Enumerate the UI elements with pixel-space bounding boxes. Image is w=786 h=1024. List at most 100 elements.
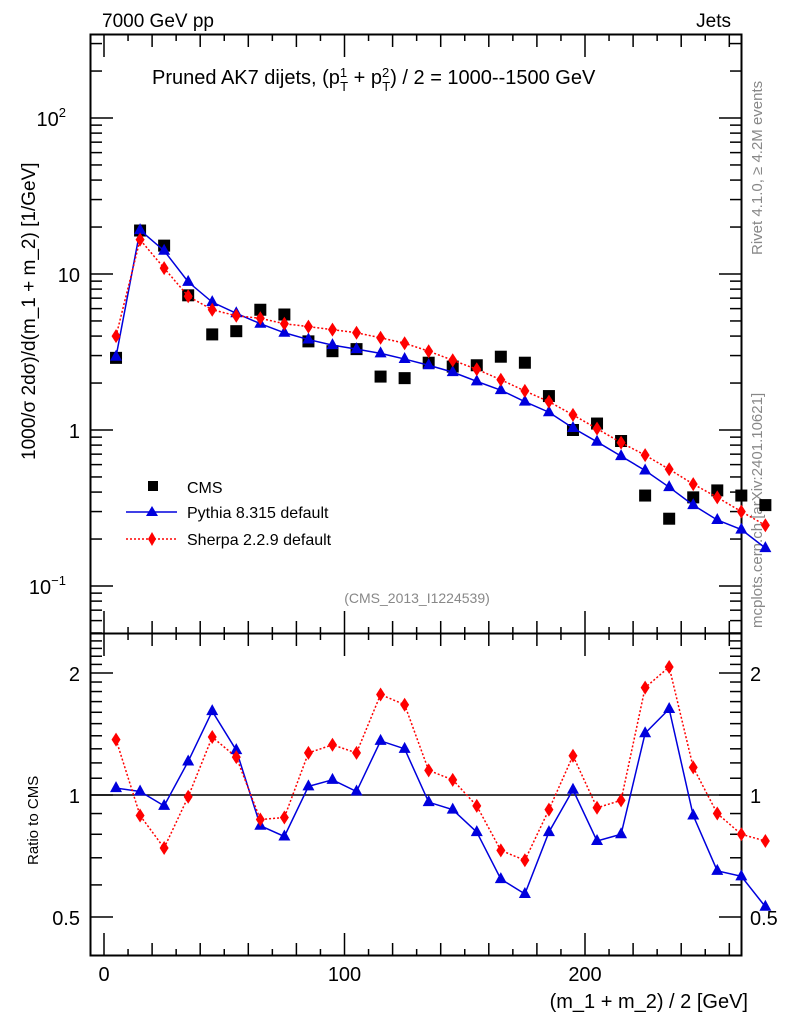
data-point-pythia [711, 863, 724, 875]
data-point-cms [374, 370, 387, 383]
data-point-sherpa [664, 462, 674, 477]
data-point-cms [639, 489, 652, 502]
data-point-sherpa [736, 827, 746, 842]
data-point-cms [398, 372, 411, 385]
data-point-sherpa [568, 407, 578, 422]
x-axis-ticks: 0 100 200 [98, 35, 731, 986]
data-point-cms [518, 356, 531, 369]
data-point-cms [735, 489, 748, 502]
legend-item-cms[interactable]: CMS [148, 480, 223, 497]
data-point-sherpa [279, 810, 289, 825]
data-point-cms [494, 350, 507, 363]
ratio-y-tick-label-right: 0.5 [750, 908, 778, 930]
legend-item-pythia[interactable]: Pythia 8.315 default [126, 505, 329, 522]
x-tick-label: 0 [98, 964, 109, 986]
main-y-axis-label: 1000/σ 2dσ)/d(m_1 + m_2) [1/GeV] [19, 162, 40, 460]
data-point-pythia [422, 358, 435, 370]
data-point-sherpa [712, 806, 722, 821]
data-point-pythia [687, 498, 700, 510]
data-point-pythia [687, 808, 700, 820]
data-point-pythia [134, 784, 147, 796]
legend-label-cms: CMS [187, 480, 223, 497]
data-point-pythia [470, 825, 483, 837]
y-tick-label: 10−1 [29, 573, 66, 599]
data-point-sherpa [111, 732, 121, 747]
data-point-pythia [663, 480, 676, 492]
data-point-pythia [206, 704, 219, 716]
data-point-pythia [759, 899, 772, 911]
data-point-sherpa [352, 325, 362, 340]
data-point-sherpa [472, 798, 482, 813]
data-point-sherpa [520, 853, 530, 868]
series-line-pythia [115, 707, 766, 908]
data-point-pythia [302, 779, 315, 791]
data-point-pythia [302, 332, 315, 344]
data-point-pythia [446, 802, 459, 814]
data-point-sherpa [183, 789, 193, 804]
data-point-cms [759, 499, 772, 512]
data-point-pythia [278, 325, 291, 337]
data-point-sherpa [159, 261, 169, 276]
data-point-pythia [206, 295, 219, 307]
data-point-pythia [591, 434, 604, 446]
data-point-sherpa [760, 518, 770, 533]
data-point-pythia [110, 781, 123, 793]
data-point-pythia [374, 346, 387, 358]
data-point-sherpa [496, 372, 506, 387]
data-point-sherpa [183, 289, 193, 304]
y-tick-exponent: 2 [59, 105, 66, 120]
analysis-id-annotation: (CMS_2013_I1224539) [344, 590, 490, 606]
data-point-cms [663, 512, 676, 525]
data-point-pythia [470, 374, 483, 386]
data-point-pythia [663, 702, 676, 714]
data-point-sherpa [640, 680, 650, 695]
data-point-pythia [422, 795, 435, 807]
ratio-y-tick-label-right: 1 [750, 786, 761, 808]
data-point-cms [687, 491, 700, 504]
data-point-sherpa [736, 504, 746, 519]
legend-label-sherpa: Sherpa 2.2.9 default [187, 532, 332, 549]
data-point-pythia [542, 825, 555, 837]
data-point-pythia [518, 886, 531, 898]
x-tick-label: 100 [328, 964, 361, 986]
data-point-sherpa [664, 659, 674, 674]
data-point-sherpa [352, 745, 362, 760]
data-point-sherpa [327, 322, 337, 337]
main-axis-ticks: 102 10 1 10−1 [29, 42, 741, 634]
data-point-pythia [735, 869, 748, 881]
data-point-cms [206, 328, 219, 341]
data-point-sherpa [712, 490, 722, 505]
data-point-sherpa [231, 308, 241, 323]
data-point-cms [230, 325, 243, 338]
data-point-sherpa [111, 329, 121, 344]
data-point-pythia [711, 512, 724, 524]
ratio-y-tick-label-right: 2 [750, 664, 761, 686]
rivet-label: Rivet 4.1.0, ≥ 4.2M events [749, 81, 766, 255]
ratio-series-group [110, 659, 772, 911]
ratio-y-tick-label-left: 2 [69, 664, 80, 686]
energy-label: 7000 GeV pp [102, 11, 214, 32]
data-point-sherpa [376, 687, 386, 702]
data-point-pythia [182, 754, 195, 766]
data-point-sherpa [544, 802, 554, 817]
data-point-pythia [494, 872, 507, 884]
data-point-pythia [326, 338, 339, 350]
data-point-pythia [110, 349, 123, 361]
x-axis-label: (m_1 + m_2) / 2 [GeV] [550, 991, 748, 1013]
data-point-pythia [230, 743, 243, 755]
data-point-sherpa [496, 843, 506, 858]
data-point-pythia [182, 274, 195, 286]
data-point-sherpa [760, 834, 770, 849]
ratio-y-axis-label: Ratio to CMS [25, 776, 42, 865]
data-point-sherpa [207, 730, 217, 745]
legend-marker-triangle [146, 506, 158, 516]
data-point-pythia [398, 741, 411, 753]
data-point-sherpa [592, 800, 602, 815]
data-point-sherpa [448, 772, 458, 787]
data-point-sherpa [424, 763, 434, 778]
legend-item-sherpa[interactable]: Sherpa 2.2.9 default [126, 532, 332, 549]
data-point-sherpa [520, 383, 530, 398]
data-point-pythia [398, 352, 411, 364]
y-tick-exponent: −1 [51, 573, 66, 588]
